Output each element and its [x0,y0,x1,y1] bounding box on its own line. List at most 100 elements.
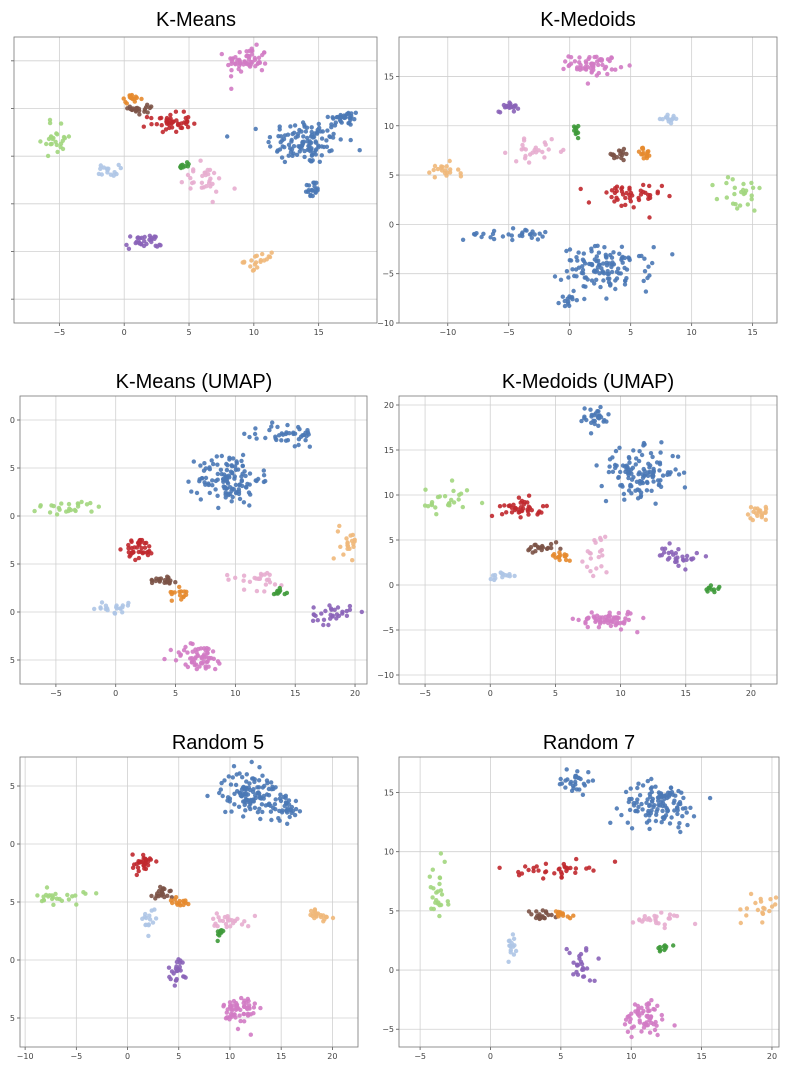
data-point [660,473,666,478]
data-point [571,960,576,965]
data-point [194,490,200,496]
data-point [191,459,196,464]
data-point [198,158,203,163]
data-point [129,539,134,544]
data-point [636,149,642,154]
data-point [596,423,601,428]
data-point [639,452,645,458]
data-point [614,806,619,811]
data-point [574,255,579,260]
plot-frame [19,395,368,685]
data-point [573,870,578,875]
data-point [649,998,654,1003]
data-point [613,623,618,628]
data-point [226,62,231,68]
data-point [659,440,664,445]
data-point [510,226,516,231]
data-point [223,809,228,815]
data-point [654,809,659,814]
data-point [549,545,554,551]
data-point [443,168,448,173]
data-point [99,172,105,177]
data-point [188,186,193,191]
data-point [665,116,671,122]
data-point [235,1026,241,1032]
data-point [245,53,250,58]
cluster-blue [556,288,587,309]
y-tick-label: 0 [389,966,394,975]
y-tick-label: 15 [384,446,394,455]
data-point [198,660,204,666]
data-point [653,501,658,506]
data-point [512,103,517,109]
data-point [146,933,151,939]
data-point [248,801,253,807]
data-point [575,963,580,968]
data-point [186,479,191,484]
data-point [676,547,681,552]
data-point [155,891,160,896]
data-point [292,812,298,818]
data-point [277,796,283,801]
data-point [745,202,750,207]
data-point [749,180,754,186]
data-point [561,66,566,72]
data-point [586,770,591,775]
cluster-lightblue [92,600,131,616]
data-point [602,618,607,623]
data-point [675,555,680,560]
data-point [526,160,532,165]
data-point [513,948,519,954]
data-point [590,778,596,783]
data-point [500,234,506,239]
data-point [262,61,268,66]
data-point [247,482,252,487]
data-point [577,787,582,792]
data-point [242,919,247,924]
data-point [59,898,65,903]
data-point [228,74,234,79]
data-point [627,460,632,465]
data-point [563,59,568,64]
data-point [250,268,256,273]
cluster-lightgreen [32,499,102,517]
data-point [66,897,72,902]
cluster-red [489,493,549,520]
data-point [159,123,164,128]
data-point [522,499,527,505]
data-point [149,104,154,109]
data-point [96,504,102,509]
y-tick-label: 0 [10,416,15,425]
data-point [191,167,196,172]
data-point [625,820,630,825]
data-point [556,554,562,559]
data-point [267,135,273,140]
data-point [318,913,324,918]
data-point [229,463,234,468]
data-point [239,479,244,484]
data-point [134,95,139,101]
cluster-red [118,537,154,563]
data-point [302,154,307,160]
data-point [302,122,307,128]
data-point [200,173,205,179]
data-point [280,808,285,813]
data-point [592,268,597,273]
data-point [640,807,645,812]
data-point [173,658,179,663]
y-tick-label: 0 [10,512,15,521]
data-point [490,231,496,237]
data-point [613,67,618,72]
data-point [589,610,594,615]
data-point [504,103,509,109]
y-tick-label: 5 [10,656,15,665]
cluster-purple [496,100,521,115]
data-point [641,156,646,161]
data-point [224,467,230,473]
data-point [165,574,170,579]
data-point [512,573,517,579]
data-point [303,438,308,443]
data-point [167,974,172,980]
data-point [132,99,137,104]
data-point [439,164,444,169]
